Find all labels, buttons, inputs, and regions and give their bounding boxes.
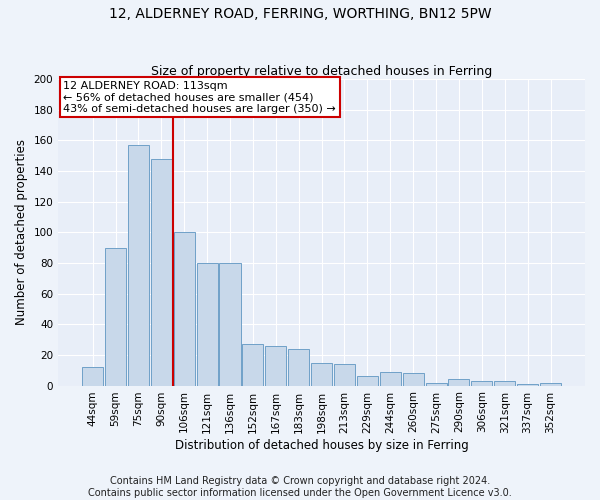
Bar	[472, 381, 493, 386]
Bar	[197, 263, 218, 386]
Bar	[517, 384, 538, 386]
Bar	[128, 145, 149, 386]
Bar	[288, 349, 309, 386]
Bar	[448, 380, 469, 386]
Text: 12 ALDERNEY ROAD: 113sqm
← 56% of detached houses are smaller (454)
43% of semi-: 12 ALDERNEY ROAD: 113sqm ← 56% of detach…	[64, 80, 336, 114]
Bar	[82, 367, 103, 386]
Bar	[311, 362, 332, 386]
Bar	[334, 364, 355, 386]
Bar	[403, 374, 424, 386]
Bar	[220, 263, 241, 386]
Bar	[494, 381, 515, 386]
Bar	[265, 346, 286, 386]
Bar	[173, 232, 195, 386]
X-axis label: Distribution of detached houses by size in Ferring: Distribution of detached houses by size …	[175, 440, 469, 452]
Bar	[380, 372, 401, 386]
Bar	[242, 344, 263, 386]
Bar	[425, 382, 446, 386]
Bar	[357, 376, 378, 386]
Bar	[151, 159, 172, 386]
Title: Size of property relative to detached houses in Ferring: Size of property relative to detached ho…	[151, 65, 492, 78]
Text: Contains HM Land Registry data © Crown copyright and database right 2024.
Contai: Contains HM Land Registry data © Crown c…	[88, 476, 512, 498]
Bar	[540, 382, 561, 386]
Text: 12, ALDERNEY ROAD, FERRING, WORTHING, BN12 5PW: 12, ALDERNEY ROAD, FERRING, WORTHING, BN…	[109, 8, 491, 22]
Bar	[105, 248, 126, 386]
Y-axis label: Number of detached properties: Number of detached properties	[15, 140, 28, 326]
